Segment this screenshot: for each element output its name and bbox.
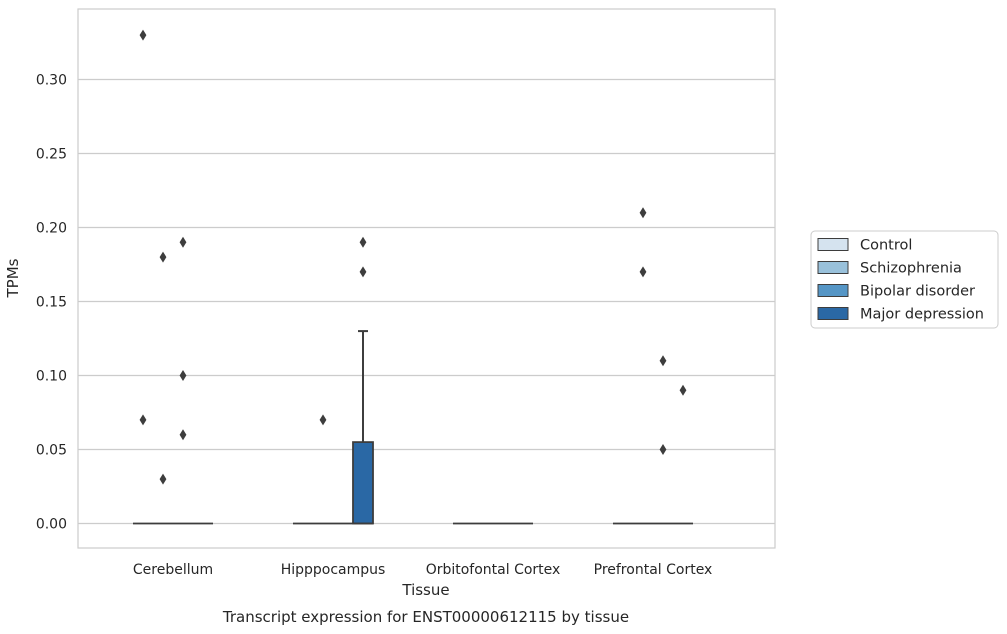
legend-label: Major depression (860, 307, 984, 323)
x-tick-label: Orbitofontal Cortex (426, 562, 561, 578)
y-gridlines (78, 78, 775, 525)
legend-label: Schizophrenia (860, 261, 962, 277)
box-major-depression (352, 330, 374, 525)
outlier-point (179, 370, 187, 381)
outlier-point (139, 414, 147, 426)
x-tick-label: Prefrontal Cortex (594, 562, 713, 578)
y-tick-label: 0.10 (36, 369, 67, 385)
legend-swatch (817, 284, 849, 297)
legend-swatch (817, 238, 849, 251)
outlier-point (179, 429, 187, 441)
boxes (133, 330, 693, 525)
y-tick-label: 0.00 (36, 517, 67, 533)
x-tick-labels: Cerebellum Hipppocampus Orbitofontal Corte… (133, 562, 712, 578)
outlier-point (659, 444, 667, 455)
y-tick-label: 0.30 (36, 73, 67, 89)
y-tick-label: 0.25 (36, 147, 67, 163)
legend-label: Control (860, 238, 912, 254)
outliers (139, 29, 687, 485)
legend-frame (810, 230, 999, 329)
x-axis-title: Tissue (401, 581, 449, 599)
y-axis-title: TPMs (4, 258, 22, 298)
outlier-point (679, 384, 687, 396)
outlier-point (659, 355, 667, 367)
chart-caption: Transcript expression for ENST0000061211… (222, 608, 629, 626)
outlier-point (159, 473, 167, 485)
y-tick-label: 0.20 (36, 221, 67, 237)
x-tick-label: Hipppocampus (281, 562, 386, 578)
outlier-point (639, 266, 647, 278)
legend: Control Schizophrenia Bipolar disorder Majo… (810, 230, 999, 329)
legend-label: Bipolar disorder (860, 284, 975, 300)
y-tick-label: 0.15 (36, 295, 67, 311)
y-tick-label: 0.05 (36, 443, 67, 459)
outlier-point (359, 266, 367, 278)
outlier-point (159, 251, 167, 263)
x-tick-label: Cerebellum (133, 562, 213, 578)
y-tick-labels: 0.00 0.05 0.10 0.15 0.20 0.25 0.30 (36, 73, 67, 533)
outlier-point (139, 29, 147, 41)
legend-swatch (817, 307, 849, 320)
box-rect (352, 441, 374, 525)
legend-swatch (817, 261, 849, 274)
outlier-point (179, 236, 187, 248)
outlier-point (639, 207, 647, 219)
outlier-point (319, 414, 327, 426)
plot-frame (77, 8, 776, 549)
outlier-point (359, 236, 367, 248)
